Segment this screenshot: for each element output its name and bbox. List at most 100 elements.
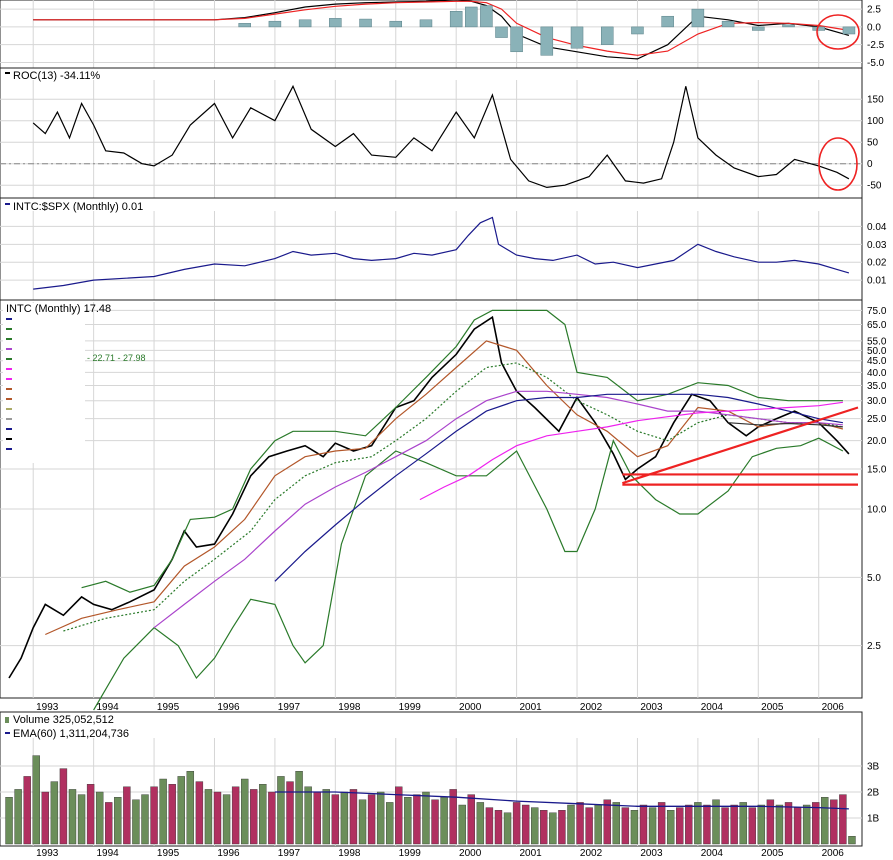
volume-bar bbox=[431, 799, 439, 845]
volume-bar bbox=[694, 802, 702, 845]
ratio-title: INTC:$SPX (Monthly) 0.01 bbox=[13, 201, 143, 213]
volume-bar bbox=[50, 781, 59, 845]
volume-bar bbox=[793, 807, 802, 845]
y-tick-label: 0.04 bbox=[867, 222, 887, 233]
series-line-ma-dotted bbox=[63, 362, 844, 632]
x-tick-label: 2000 bbox=[459, 702, 482, 713]
volume-bar bbox=[95, 791, 104, 845]
x-tick-label: 2004 bbox=[701, 702, 724, 713]
volume-bar bbox=[585, 807, 593, 845]
legend-swatch-black bbox=[6, 438, 12, 440]
y-tick-label: 0.0 bbox=[867, 22, 881, 33]
x-tick-label: 2003 bbox=[640, 702, 663, 713]
x-tick-label: 1996 bbox=[217, 848, 240, 859]
y-tick-label: 0.03 bbox=[867, 240, 887, 251]
y-tick-label: 3B bbox=[867, 762, 880, 773]
histogram-bar bbox=[540, 26, 554, 56]
x-tick-label: 2005 bbox=[761, 848, 784, 859]
volume-bar bbox=[657, 802, 666, 845]
y-tick-label: 65.0 bbox=[867, 320, 887, 331]
volume-bar bbox=[821, 797, 829, 845]
volume-bar bbox=[721, 807, 729, 845]
x-tick-label: 1993 bbox=[36, 848, 59, 859]
histogram-bar bbox=[389, 20, 403, 28]
roc-title: ROC(13) -34.11% bbox=[13, 70, 100, 82]
series-line-intc-spx bbox=[33, 216, 850, 290]
volume-bar bbox=[322, 789, 330, 845]
x-tick-label: 2002 bbox=[580, 702, 603, 713]
volume-bar bbox=[159, 778, 167, 845]
volume-bar bbox=[395, 786, 403, 845]
volume-bar bbox=[802, 804, 811, 845]
y-tick-label: 50 bbox=[867, 138, 879, 149]
histogram-bar bbox=[298, 19, 312, 28]
legend-swatch-violet bbox=[6, 348, 12, 350]
volume-bar bbox=[123, 786, 131, 845]
x-tick-label: 1995 bbox=[157, 702, 180, 713]
legend-swatch-grey bbox=[6, 418, 12, 420]
volume-bar bbox=[186, 771, 195, 845]
y-tick-label: 30.0 bbox=[867, 396, 887, 407]
y-tick-label: -50 bbox=[867, 181, 882, 192]
macd-panel-frame bbox=[0, 0, 863, 69]
x-tick-label: 1993 bbox=[36, 702, 59, 713]
x-tick-label: 2006 bbox=[822, 702, 845, 713]
ratio-panel: 0.04 0.03 0.02 0.01 INTC:$SPX (Monthly) 0.0… bbox=[0, 197, 887, 301]
x-tick-label: 1996 bbox=[217, 702, 240, 713]
histogram-bar bbox=[359, 18, 372, 28]
volume-bar bbox=[59, 768, 68, 845]
volume-bar bbox=[458, 804, 466, 845]
volume-bar bbox=[612, 802, 621, 845]
legend-swatch-green bbox=[6, 328, 12, 330]
volume-bar bbox=[68, 789, 77, 845]
roc-panel: 150 100 50 0 -50 ROC(13) -34.11% bbox=[0, 67, 884, 199]
y-tick-label: 15.0 bbox=[867, 465, 887, 476]
volume-bar bbox=[784, 802, 793, 845]
histogram-bar bbox=[782, 24, 795, 28]
histogram-bar bbox=[570, 26, 584, 49]
y-tick-label: 25.0 bbox=[867, 414, 887, 425]
x-tick-label: 1998 bbox=[338, 702, 361, 713]
y-tick-label: 35.0 bbox=[867, 381, 887, 392]
volume-bar bbox=[630, 810, 639, 845]
volume-bar bbox=[567, 804, 575, 845]
volume-bar bbox=[250, 789, 258, 845]
volume-bar bbox=[576, 802, 584, 845]
volume-ema-line bbox=[274, 791, 849, 810]
volume-bar bbox=[449, 789, 457, 845]
x-tick-label: 1999 bbox=[399, 702, 422, 713]
series-line-ma-magenta bbox=[419, 401, 843, 501]
roc-panel-frame bbox=[0, 67, 863, 199]
volume-bar bbox=[86, 784, 95, 845]
x-tick-label: 2005 bbox=[761, 702, 784, 713]
series-line-ma-black bbox=[728, 422, 843, 428]
y-tick-label: 0.01 bbox=[867, 276, 887, 287]
histogram-bar bbox=[238, 23, 251, 28]
histogram-bar bbox=[449, 10, 463, 28]
volume-bar bbox=[349, 789, 358, 845]
volume-bar bbox=[422, 791, 430, 845]
volume-bar bbox=[376, 791, 385, 845]
x-tick-label: 1997 bbox=[278, 848, 301, 859]
histogram-bar bbox=[268, 20, 282, 28]
series-line-signal bbox=[33, 0, 849, 56]
volume-bar bbox=[259, 784, 267, 845]
series-line-ma-short bbox=[45, 340, 844, 636]
series-line-lower-bollinger bbox=[93, 437, 844, 711]
volume-bar bbox=[141, 794, 149, 845]
volume-bar bbox=[358, 799, 367, 845]
y-tick-label: 0 bbox=[867, 159, 873, 170]
y-tick-label: 45.0 bbox=[867, 356, 887, 367]
legend-swatch-orange bbox=[6, 388, 12, 390]
volume-bar bbox=[23, 776, 31, 845]
legend-swatch-navy-2 bbox=[6, 428, 12, 430]
volume-bar bbox=[5, 797, 13, 845]
histogram-bar bbox=[495, 26, 508, 38]
volume-bar bbox=[268, 791, 276, 845]
legend-swatch-magenta-2 bbox=[6, 378, 12, 380]
volume-bar bbox=[222, 794, 231, 845]
series-line-ma-navy bbox=[274, 393, 843, 582]
y-tick-label: 150 bbox=[867, 95, 884, 106]
volume-bar bbox=[132, 799, 140, 845]
x-tick-label: 2002 bbox=[580, 848, 603, 859]
